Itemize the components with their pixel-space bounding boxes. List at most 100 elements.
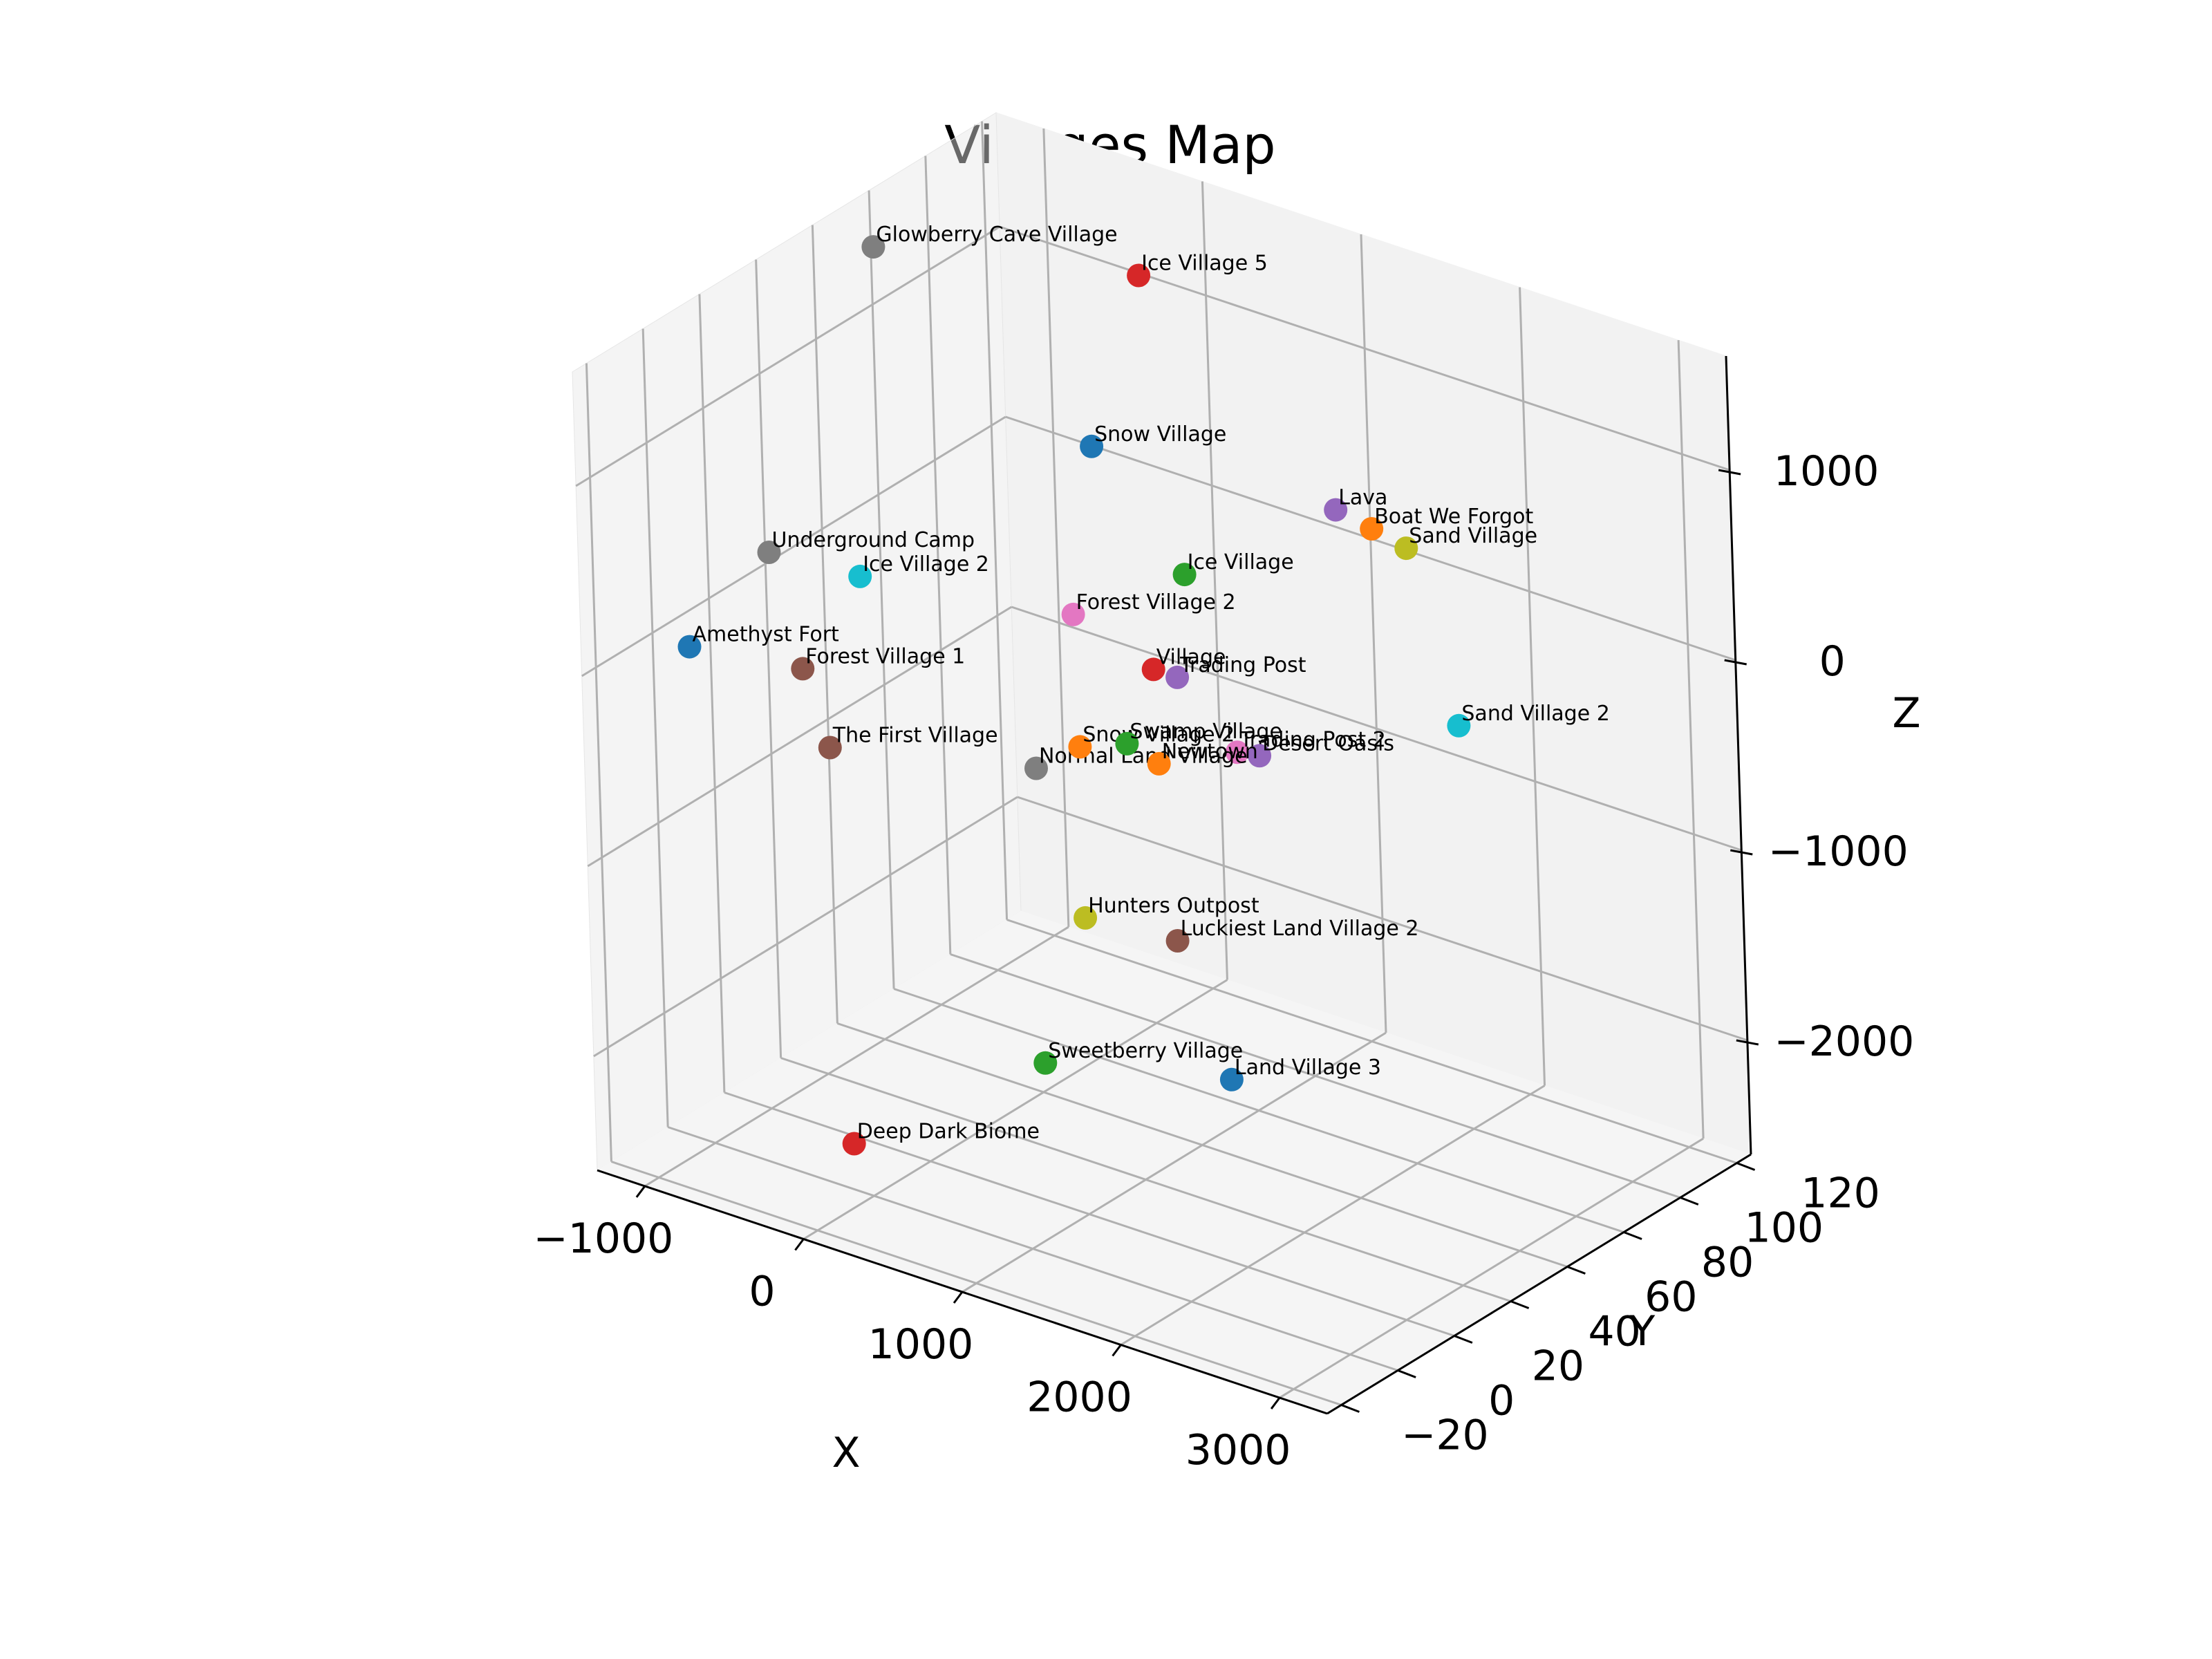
z-tick <box>1736 1039 1759 1046</box>
y-axis-label: Y <box>1629 1307 1656 1356</box>
y-tick <box>1397 1369 1416 1378</box>
y-grid-left <box>868 190 895 989</box>
x-grid-back <box>1201 181 1228 980</box>
village-label: Snow Village <box>1094 422 1226 447</box>
y-tick <box>1623 1231 1642 1240</box>
y-tick-label: 120 <box>1801 1170 1880 1218</box>
village-label: Luckiest Land Village 2 <box>1181 917 1419 941</box>
z-tick-label: 1000 <box>1774 447 1880 496</box>
y-grid-left <box>698 294 726 1093</box>
y-tick <box>1510 1300 1530 1309</box>
y-grid-floor <box>836 1022 1568 1268</box>
y-grid-left <box>641 328 669 1127</box>
y-tick <box>1680 1197 1699 1206</box>
y-grid-left <box>924 156 952 955</box>
y-grid-floor <box>780 1057 1512 1302</box>
z-tick-label: 0 <box>1819 637 1846 686</box>
x-tick <box>794 1238 805 1251</box>
village-point <box>1165 665 1190 689</box>
village-label: Glowberry Cave Village <box>876 223 1117 247</box>
z-grid-left <box>581 415 1006 677</box>
x-tick-label: 2000 <box>1027 1374 1132 1422</box>
x-tick-label: 1000 <box>868 1320 974 1369</box>
z-grid-back <box>1011 606 1742 852</box>
x-tick-label: 0 <box>749 1267 775 1315</box>
x-grid-back <box>1042 128 1070 928</box>
village-label: Village <box>1156 645 1226 669</box>
village-point <box>1141 657 1165 682</box>
village-point <box>757 541 781 564</box>
village-label: Forest Village 2 <box>1076 590 1236 615</box>
y-tick-label: 100 <box>1745 1204 1824 1253</box>
y-tick-label: 40 <box>1588 1308 1640 1356</box>
village-point <box>1172 563 1197 587</box>
village-point <box>1033 1051 1058 1075</box>
village-point <box>1324 498 1348 522</box>
village-point <box>1068 735 1092 759</box>
x-tick <box>635 1185 646 1198</box>
village-label: Hunters Outpost <box>1088 894 1259 918</box>
y-grid-floor <box>610 1161 1342 1406</box>
village-point <box>1360 517 1384 541</box>
z-tick <box>1724 659 1747 666</box>
y-tick <box>1736 1162 1756 1171</box>
village-label: Sand Village 2 <box>1461 702 1609 726</box>
y-grid-floor <box>724 1091 1455 1337</box>
y-grid-floor <box>950 953 1681 1199</box>
y-grid-floor <box>1006 919 1738 1164</box>
village-label: Newtown <box>1162 740 1258 764</box>
z-grid-back <box>1017 796 1748 1042</box>
village-label: Ice Village 5 <box>1141 252 1268 276</box>
village-label: Ice Village <box>1188 550 1294 574</box>
village-label: Sand Village <box>1409 524 1537 548</box>
village-label: Sweetberry Village <box>1048 1039 1243 1063</box>
grid-lines <box>575 121 1748 1406</box>
z-tick-label: −1000 <box>1768 827 1909 876</box>
z-tick <box>1730 849 1753 856</box>
village-label: Desert Oasis <box>1262 731 1394 756</box>
village-point <box>1225 740 1249 765</box>
village-point <box>1447 713 1471 738</box>
y-tick <box>1454 1335 1473 1344</box>
y-grid-left <box>981 121 1009 920</box>
village-point <box>1061 602 1085 626</box>
village-label: Snow Village 2 <box>1082 722 1235 747</box>
village-label: Ice Village 2 <box>863 552 989 577</box>
x-tick <box>953 1291 964 1304</box>
village-point <box>818 735 842 760</box>
village-point <box>848 564 872 588</box>
y-grid-left <box>811 225 838 1024</box>
y-grid-floor <box>667 1126 1398 1371</box>
village-point <box>1024 756 1048 780</box>
village-point <box>791 657 815 681</box>
village-point <box>1219 1067 1244 1091</box>
village-point <box>842 1132 866 1156</box>
x-grid-back <box>1519 287 1546 1086</box>
village-point <box>1248 744 1272 768</box>
y-grid-floor <box>893 988 1624 1233</box>
village-point <box>1127 263 1151 288</box>
y-tick <box>1340 1404 1360 1413</box>
z-grid-left <box>575 225 1000 487</box>
z-grid-back <box>999 225 1730 471</box>
y-grid-left <box>755 259 782 1058</box>
x-axis-label: X <box>832 1429 860 1477</box>
x-grid-back <box>1360 234 1387 1033</box>
village-label: Deep Dark Biome <box>857 1120 1040 1144</box>
x-grid-back <box>1677 339 1705 1139</box>
z-tick-label: −2000 <box>1774 1018 1914 1066</box>
x-tick-label: −1000 <box>533 1215 673 1263</box>
y-tick-label: 80 <box>1701 1239 1754 1287</box>
village-label: Boat We Forgot <box>1374 505 1533 529</box>
z-axis-line <box>1725 355 1752 1155</box>
village-label: The First Village <box>832 724 998 748</box>
village-label: Swamp Village <box>1130 720 1282 744</box>
village-label: Underground Camp <box>772 528 975 552</box>
z-grid-left <box>593 796 1018 1058</box>
z-tick <box>1718 469 1741 476</box>
village-point <box>861 235 885 259</box>
village-point <box>1080 434 1104 458</box>
y-tick-label: 60 <box>1644 1273 1697 1322</box>
